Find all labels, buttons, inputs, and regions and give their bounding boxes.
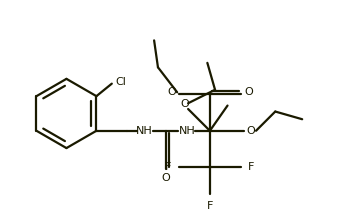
- Text: O: O: [161, 173, 170, 183]
- Text: F: F: [165, 162, 172, 172]
- Text: Cl: Cl: [115, 77, 126, 87]
- Text: O: O: [244, 87, 253, 97]
- Text: NH: NH: [179, 126, 195, 136]
- Text: F: F: [248, 162, 255, 172]
- Text: O: O: [167, 87, 176, 97]
- Text: NH: NH: [136, 126, 153, 136]
- Text: O: O: [247, 126, 256, 136]
- Text: O: O: [180, 99, 189, 109]
- Text: F: F: [207, 201, 213, 210]
